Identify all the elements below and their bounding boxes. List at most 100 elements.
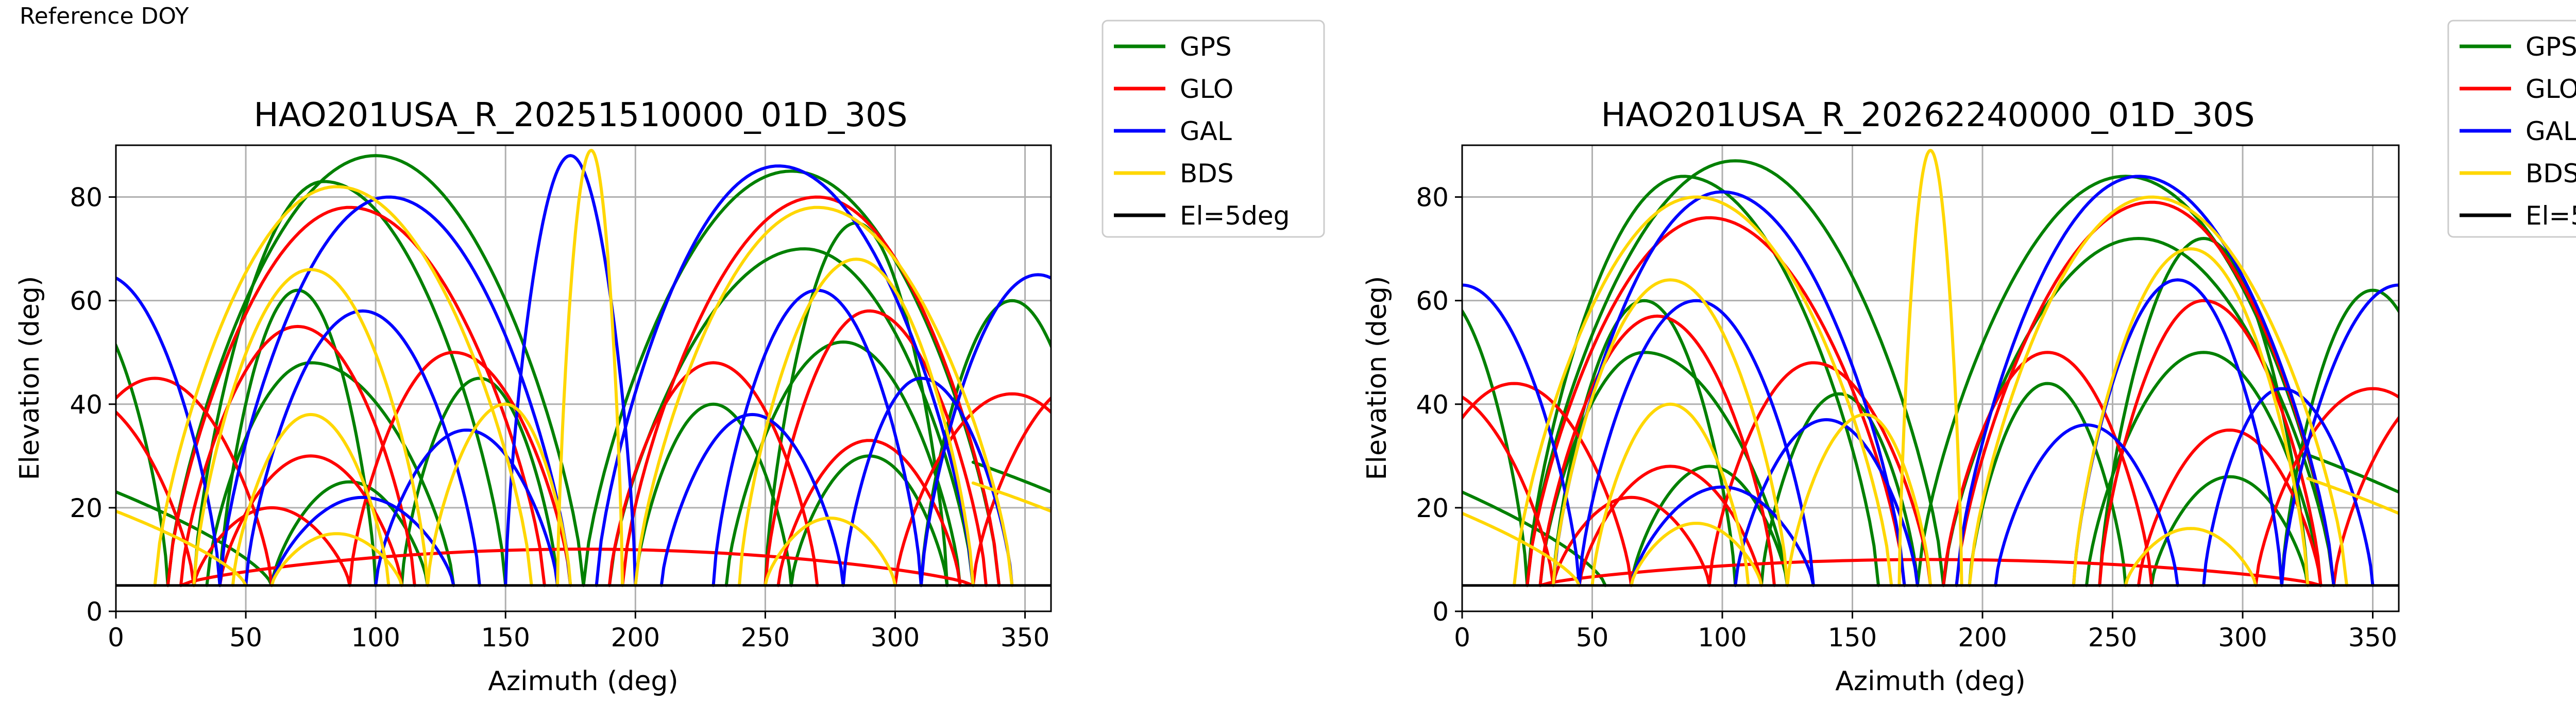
- y-tick-label: 40: [1416, 390, 1449, 420]
- satellite-track: [1538, 558, 2323, 587]
- satellite-track: [1513, 195, 1893, 587]
- satellite-track: [179, 324, 416, 587]
- series-bds: [116, 149, 1051, 587]
- x-tick-label: 50: [1576, 623, 1609, 653]
- series-glo: [1462, 200, 2399, 587]
- satellite-track: [116, 376, 274, 587]
- satellite-track: [919, 299, 1051, 587]
- satellite-track: [764, 309, 988, 587]
- legend-item-bds: BDS: [2460, 159, 2576, 188]
- satellite-track-wrapped: [116, 341, 170, 587]
- satellite-track: [1630, 485, 1815, 587]
- satellite-track: [1630, 522, 1763, 587]
- satellite-track: [270, 495, 455, 587]
- satellite-track: [1968, 382, 2127, 587]
- satellite-track: [621, 195, 1001, 587]
- satellite-track: [764, 516, 897, 587]
- satellite-track: [1551, 278, 1789, 587]
- satellite-track: [231, 413, 391, 587]
- satellite-track: [1578, 465, 1763, 587]
- chart-right: HAO201USA_R_20262240000_01D_30S 0 50 100 15…: [1362, 20, 2576, 697]
- satellite-track-wrapped: [1462, 283, 1581, 587]
- satellite-track: [2280, 283, 2399, 587]
- legend-label: El=5deg: [2526, 201, 2576, 231]
- satellite-track: [595, 164, 975, 587]
- satellite-track: [192, 506, 351, 587]
- legend-label: BDS: [2526, 159, 2576, 188]
- satellite-track: [179, 547, 975, 587]
- reference-doy-label: Reference DOY: [20, 3, 189, 29]
- legend: GPS GLO GAL BDS El=5deg: [1101, 20, 1325, 238]
- satellite-track: [270, 480, 429, 587]
- satellite-track: [1707, 361, 1932, 587]
- legend-label: GAL: [1180, 116, 1232, 146]
- legend-item-el-5deg: El=5deg: [1114, 201, 1290, 231]
- satellite-track: [504, 154, 637, 587]
- y-tick-label: 20: [70, 493, 103, 523]
- satellite-track: [2124, 527, 2258, 587]
- satellite-track: [2072, 247, 2310, 587]
- satellite-track: [1462, 382, 1633, 587]
- satellite-track: [2306, 453, 2399, 494]
- y-tick-label: 0: [86, 597, 103, 627]
- satellite-track: [1734, 418, 1919, 587]
- y-tick-label: 60: [1416, 286, 1449, 316]
- legend-label: GPS: [1180, 32, 1232, 62]
- satellite-track: [893, 392, 1051, 587]
- legend-item-glo: GLO: [2460, 74, 2576, 104]
- satellite-track: [1955, 200, 2335, 587]
- satellite-track: [348, 351, 572, 587]
- satellite-track: [1551, 190, 1906, 587]
- satellite-track: [556, 149, 624, 587]
- satellite-track: [2202, 387, 2375, 587]
- satellite-track: [2098, 299, 2323, 587]
- legend-label: El=5deg: [1180, 201, 1290, 231]
- satellite-track: [192, 268, 429, 587]
- satellite-track-wrapped: [1462, 395, 1555, 587]
- legend-label: GLO: [1180, 74, 1233, 104]
- series-gal: [1462, 175, 2399, 587]
- chart-left: HAO201USA_R_20251510000_01D_30S 0 50 100 15…: [14, 20, 1325, 697]
- satellite-track: [270, 532, 403, 587]
- plot-area: 0 50 100 150 200 250 300 350 0 20 40 60 80: [70, 144, 1052, 653]
- x-tick-label: 200: [611, 623, 660, 653]
- chart-title: HAO201USA_R_20251510000_01D_30S: [254, 96, 908, 134]
- legend-label: BDS: [1180, 159, 1234, 188]
- satellite-track: [634, 205, 1014, 587]
- legend-item-gps: GPS: [2460, 32, 2576, 62]
- satellite-track: [1590, 402, 1750, 587]
- satellite-track: [659, 413, 845, 587]
- satellite-track: [244, 309, 481, 587]
- x-tick-label: 350: [1001, 623, 1049, 653]
- satellite-track: [2137, 428, 2323, 587]
- satellite-track: [1942, 236, 2335, 587]
- satellite-track-wrapped: [116, 509, 248, 587]
- y-tick-label: 80: [70, 183, 103, 213]
- satellite-track: [153, 185, 533, 587]
- satellite-track: [1916, 175, 2335, 587]
- y-axis-label: Elevation (deg): [1362, 276, 1393, 481]
- satellite-track: [2098, 236, 2310, 587]
- x-axis-label: Azimuth (deg): [488, 666, 678, 697]
- plot-frame: [1461, 144, 2400, 612]
- x-tick-label: 100: [351, 623, 400, 653]
- legend-item-glo: GLO: [1114, 74, 1233, 104]
- satellite-track-wrapped: [116, 410, 196, 587]
- satellite-track-wrapped: [2332, 415, 2399, 587]
- satellite-track: [1897, 148, 1963, 587]
- y-axis-label: Elevation (deg): [14, 276, 45, 481]
- satellite-track: [1968, 195, 2348, 587]
- legend-item-el-5deg: El=5deg: [2460, 201, 2576, 231]
- x-tick-label: 350: [2348, 623, 2397, 653]
- satellite-track-wrapped: [1462, 308, 1529, 587]
- series-bds: [1462, 148, 2399, 587]
- legend-label: GLO: [2526, 74, 2576, 104]
- satellite-track: [2306, 477, 2399, 516]
- satellite-track: [738, 258, 975, 587]
- satellite-track: [582, 169, 1001, 587]
- legend-item-gal: GAL: [2460, 116, 2576, 146]
- satellite-track: [400, 376, 560, 587]
- satellite-track: [1955, 175, 2335, 587]
- legend-label: GPS: [2526, 32, 2576, 62]
